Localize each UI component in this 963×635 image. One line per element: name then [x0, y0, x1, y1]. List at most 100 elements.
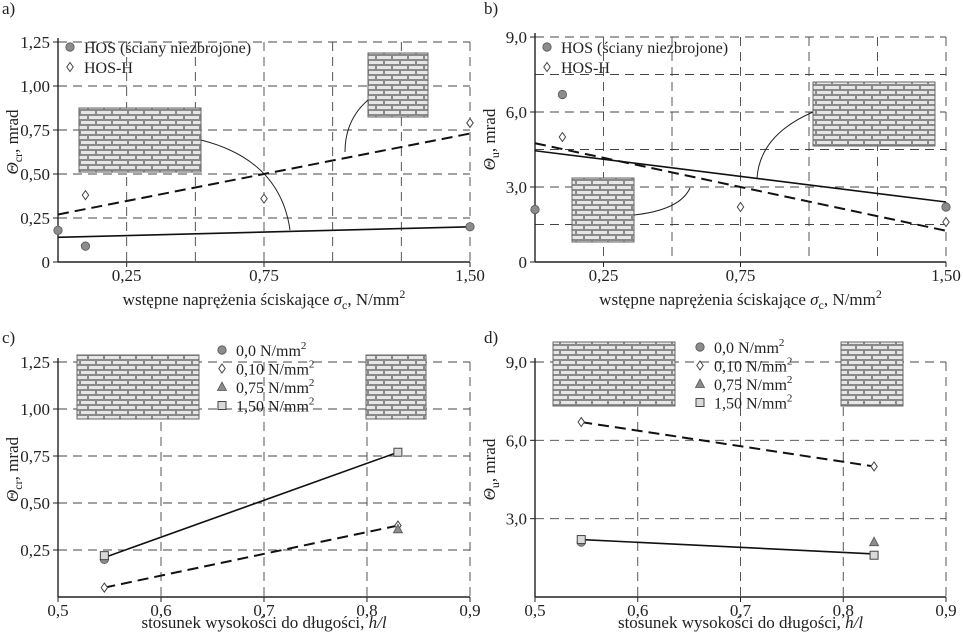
data-point-diamond — [942, 216, 950, 228]
y-axis-symbol-sub: cr — [11, 480, 25, 489]
trend-line-dashed — [57, 132, 471, 216]
legend-name: 0,0 — [714, 340, 734, 357]
legend-name: 0,10 — [714, 359, 742, 376]
wall-illustration-long — [552, 341, 676, 407]
legend-label: 0,10 N/mm2 — [236, 359, 314, 379]
trend-line-solid — [581, 538, 875, 555]
trend-line-dashed — [534, 142, 947, 232]
data-point-diamond — [558, 131, 567, 143]
data-point-diamond — [100, 582, 109, 593]
x-tick-label: 0,5 — [524, 601, 545, 620]
y-tick-label: 0,25 — [20, 541, 50, 560]
data-point-circle — [53, 225, 63, 235]
legend-marker-diamond — [696, 360, 704, 371]
legend-unit-sup: 2 — [779, 337, 785, 349]
legend-marker-square — [695, 398, 705, 407]
trend-line-solid — [104, 451, 399, 559]
x-tick-label: 0,75 — [726, 266, 756, 285]
y-tick-label: 9,0 — [506, 353, 527, 372]
data-point-square — [869, 550, 879, 560]
data-point-triangle — [392, 523, 404, 534]
data-point-diamond — [466, 117, 474, 129]
data-point-diamond — [81, 189, 90, 201]
legend-name: 0,75 — [236, 380, 264, 397]
wall-illustration-short — [840, 341, 904, 407]
y-tick-label: 9,0 — [506, 28, 527, 47]
y-axis-symbol-sub: u — [488, 482, 502, 488]
y-tick-label: 1,00 — [20, 77, 50, 96]
y-tick-label: 0,50 — [20, 165, 50, 184]
trend-line-dashed — [581, 421, 875, 468]
panel-label: a) — [2, 0, 15, 18]
x-tick-label: 0,7 — [730, 601, 752, 620]
legend-label: 1,50 N/mm2 — [236, 396, 314, 416]
data-point-circle — [465, 222, 475, 232]
legend-label: 0,10 N/mm2 — [714, 356, 792, 376]
y-tick-label: 0,50 — [20, 494, 50, 513]
wall-illustration-short — [571, 177, 635, 243]
panel-c: c) 0,25 0,50 0,75 1,00 1,25 0,5 0,6 0,7 0,8 0,9 Θcr… — [2, 328, 481, 632]
legend-name: 0,75 — [714, 377, 742, 394]
legend-label: HOS-H — [561, 60, 610, 77]
data-point-circle — [80, 241, 91, 251]
y-axis-symbol: Θ — [480, 158, 499, 170]
trend-line-solid — [57, 226, 471, 239]
x-tick-label: 1,50 — [931, 266, 961, 285]
legend-label: 1,50 N/mm2 — [714, 393, 792, 413]
legend-label: HOS (ściany niezbrojone) — [561, 40, 728, 57]
legend-unit: N/mm — [742, 359, 787, 376]
wall-illustration-long — [78, 107, 202, 173]
legend-label: HOS-H — [84, 60, 133, 77]
x-tick-label: 0,6 — [150, 601, 171, 620]
wall-illustration-short — [367, 52, 429, 118]
legend-name: HOS-H — [561, 60, 610, 77]
legend-name: HOS-H — [84, 60, 133, 77]
trend-line-dashed — [104, 524, 399, 589]
data-point-diamond — [870, 461, 878, 472]
y-tick-label: 0,75 — [20, 447, 50, 466]
legend-marker-square — [217, 401, 227, 410]
pointer-line — [633, 187, 691, 216]
y-axis-title: Θu, mrad — [480, 438, 502, 500]
wall-illustration-short — [365, 354, 427, 420]
y-axis-symbol: Θ — [480, 488, 499, 500]
y-axis-title: Θcr, mrad — [3, 109, 25, 175]
x-axis-symbol: h/l — [369, 613, 387, 632]
legend-name: 0,10 — [236, 362, 264, 379]
legend-unit-sup: 2 — [309, 396, 315, 408]
data-point-circle — [530, 204, 540, 215]
x-axis-unit: , N/mm — [347, 290, 399, 309]
panel-a: a)00,250,500,751,001,250,25 0,75 1,50Θcr, … — [2, 0, 485, 312]
legend-unit-sup: 2 — [309, 359, 315, 371]
legend-marker-diamond — [543, 61, 551, 73]
x-axis-symbol: σ — [334, 290, 343, 309]
legend-marker-circle — [217, 345, 227, 355]
data-point-square — [393, 447, 403, 457]
y-axis-symbol-sub: u — [488, 152, 502, 158]
y-axis-symbol: Θ — [3, 162, 22, 174]
legend-unit-sup: 2 — [787, 393, 793, 405]
legend-marker-diamond — [218, 363, 226, 374]
legend-unit: N/mm — [264, 399, 309, 416]
y-tick-label: 0 — [42, 253, 51, 272]
legend-name: 0,0 — [236, 343, 256, 360]
x-tick-label: 0,8 — [356, 601, 377, 620]
data-point-square — [576, 535, 586, 545]
x-axis-symbol: σ — [810, 290, 819, 309]
y-tick-label: 0,25 — [20, 209, 50, 228]
legend-label: 0,0 N/mm2 — [236, 340, 306, 360]
pointer-line — [200, 139, 291, 231]
x-tick-label: 0,75 — [249, 266, 279, 285]
y-tick-label: 3,0 — [506, 510, 527, 529]
legend-marker-circle — [65, 42, 75, 52]
legend-unit: N/mm — [264, 380, 309, 397]
y-axis-unit: , mrad — [3, 109, 22, 153]
legend-unit: N/mm — [742, 377, 787, 394]
legend-marker-circle — [695, 342, 705, 352]
y-axis-symbol-sub: cr — [11, 153, 25, 162]
legend-unit: N/mm — [742, 396, 787, 413]
legend-label: HOS (ściany niezbrojone) — [84, 40, 251, 57]
y-tick-label: 0 — [519, 253, 528, 272]
data-point-diamond — [577, 416, 586, 428]
